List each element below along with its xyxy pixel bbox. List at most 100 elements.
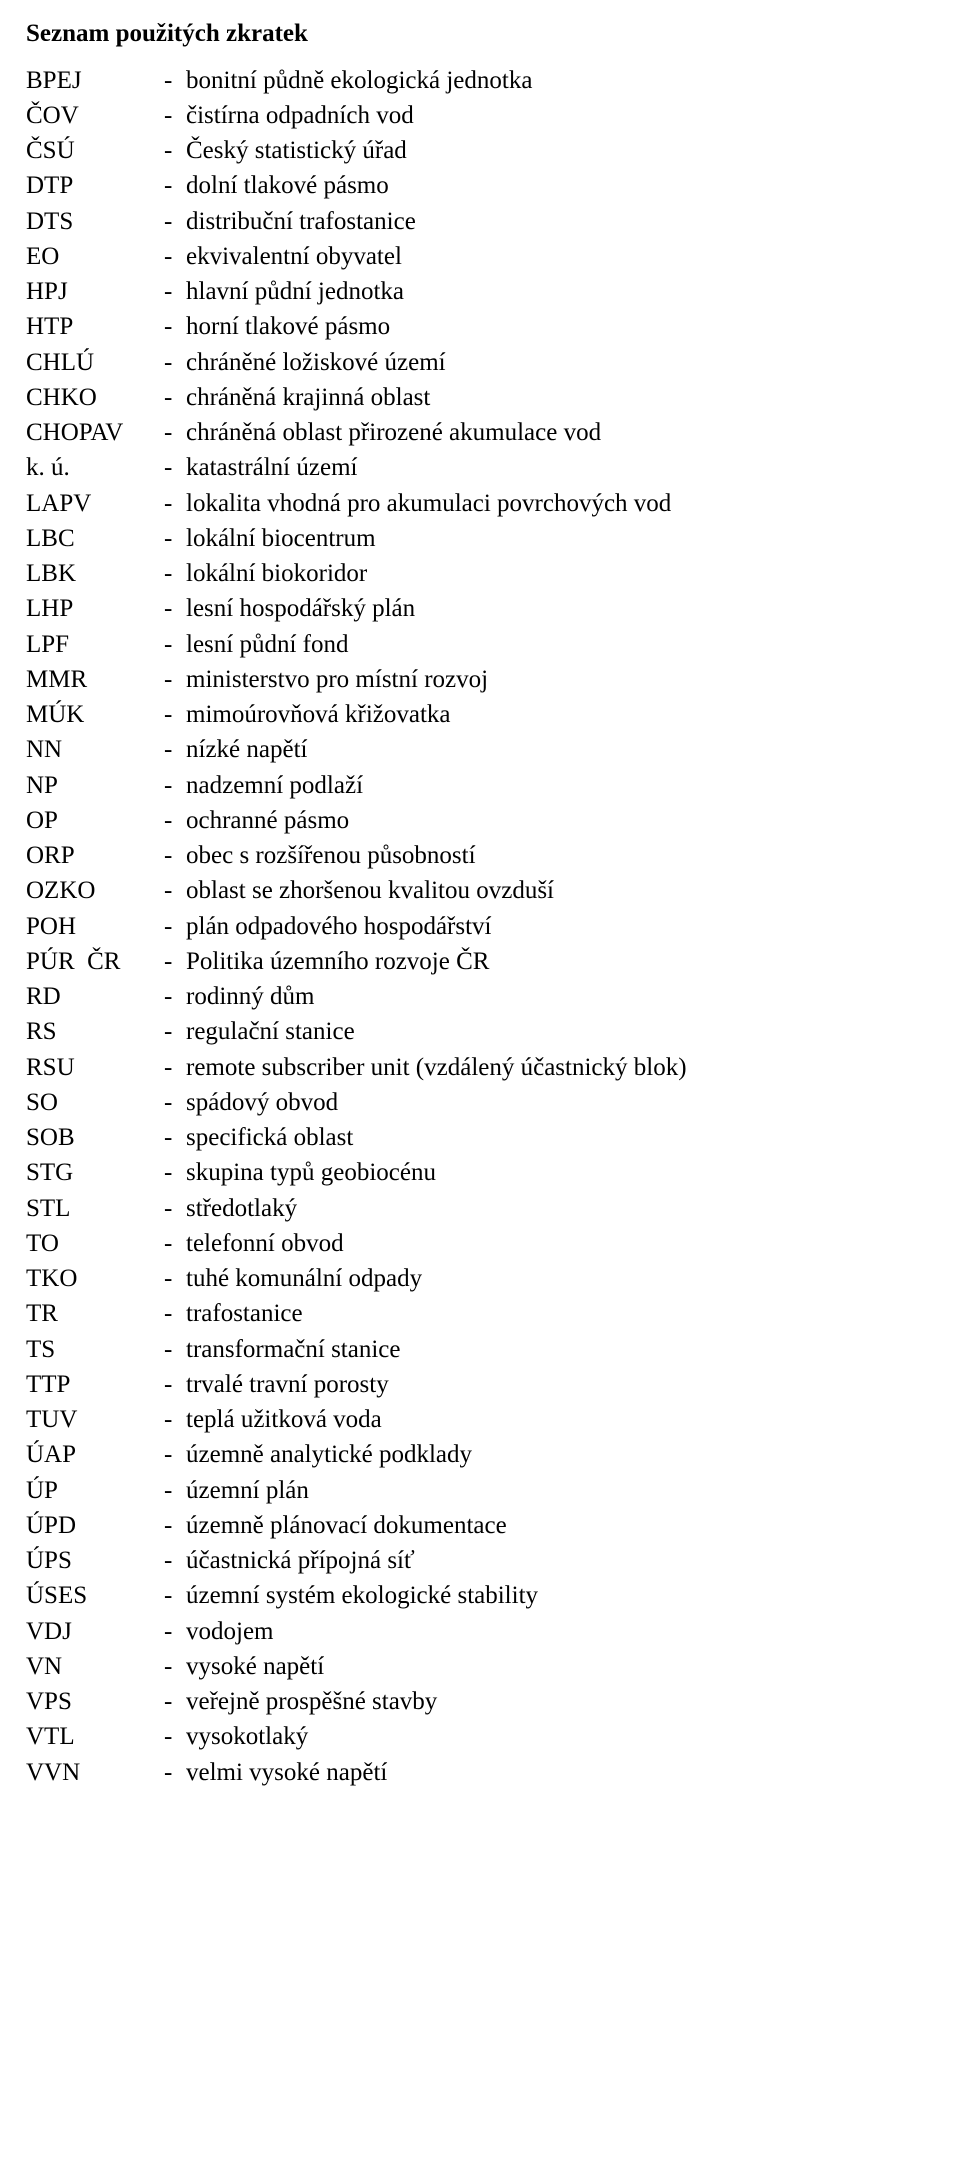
abbr-row: ČSÚ-Český statistický úřad [26,133,934,168]
abbr-code: ÚAP [26,1437,164,1472]
abbr-code: ÚSES [26,1578,164,1613]
abbr-row: VDJ-vodojem [26,1614,934,1649]
abbr-code: LAPV [26,486,164,521]
abbr-description: velmi vysoké napětí [186,1755,934,1790]
abbr-code: RD [26,979,164,1014]
dash-separator: - [164,838,186,873]
abbr-description: čistírna odpadních vod [186,98,934,133]
abbr-description: mimoúrovňová křižovatka [186,697,934,732]
abbr-description: lokální biokoridor [186,556,934,591]
dash-separator: - [164,591,186,626]
abbr-description: územně analytické podklady [186,1437,934,1472]
abbr-row: RS-regulační stanice [26,1014,934,1049]
abbr-row: ÚAP-územně analytické podklady [26,1437,934,1472]
dash-separator: - [164,873,186,908]
abbr-code: VVN [26,1755,164,1790]
abbr-description: účastnická přípojná síť [186,1543,934,1578]
abbr-code: HPJ [26,274,164,309]
abbr-row: LBK-lokální biokoridor [26,556,934,591]
abbr-description: telefonní obvod [186,1226,934,1261]
abbr-description: dolní tlakové pásmo [186,168,934,203]
abbr-row: TS-transformační stanice [26,1332,934,1367]
abbr-description: trafostanice [186,1296,934,1331]
abbr-row: STG-skupina typů geobiocénu [26,1155,934,1190]
abbr-code: VN [26,1649,164,1684]
abbr-code: TUV [26,1402,164,1437]
abbr-code: CHOPAV [26,415,164,450]
abbr-code: TKO [26,1261,164,1296]
abbr-code: DTP [26,168,164,203]
dash-separator: - [164,1332,186,1367]
dash-separator: - [164,979,186,1014]
abbr-code: OP [26,803,164,838]
abbr-code: ČSÚ [26,133,164,168]
dash-separator: - [164,239,186,274]
abbr-code: DTS [26,204,164,239]
abbr-description: lesní hospodářský plán [186,591,934,626]
abbr-row: k. ú.-katastrální území [26,450,934,485]
abbr-row: LHP-lesní hospodářský plán [26,591,934,626]
dash-separator: - [164,204,186,239]
abbr-row: ČOV-čistírna odpadních vod [26,98,934,133]
dash-separator: - [164,1473,186,1508]
dash-separator: - [164,768,186,803]
dash-separator: - [164,521,186,556]
abbr-code: k. ú. [26,450,164,485]
abbr-description: ministerstvo pro místní rozvoj [186,662,934,697]
abbr-row: NN-nízké napětí [26,732,934,767]
dash-separator: - [164,944,186,979]
abbr-description: Politika územního rozvoje ČR [186,944,934,979]
abbr-code: VDJ [26,1614,164,1649]
dash-separator: - [164,1120,186,1155]
abbr-description: transformační stanice [186,1332,934,1367]
dash-separator: - [164,450,186,485]
abbr-code: SO [26,1085,164,1120]
abbr-code: ORP [26,838,164,873]
abbr-code: LPF [26,627,164,662]
abbr-code: MÚK [26,697,164,732]
abbr-code: LBK [26,556,164,591]
abbr-description: středotlaký [186,1191,934,1226]
abbr-row: CHKO-chráněná krajinná oblast [26,380,934,415]
dash-separator: - [164,1367,186,1402]
abbr-description: plán odpadového hospodářství [186,909,934,944]
abbr-code: TS [26,1332,164,1367]
abbr-code: TR [26,1296,164,1331]
dash-separator: - [164,909,186,944]
dash-separator: - [164,1226,186,1261]
abbr-row: HPJ-hlavní půdní jednotka [26,274,934,309]
abbr-code: EO [26,239,164,274]
abbr-code: HTP [26,309,164,344]
abbr-row: RD-rodinný dům [26,979,934,1014]
abbr-description: vysokotlaký [186,1719,934,1754]
abbr-code: NP [26,768,164,803]
dash-separator: - [164,309,186,344]
abbr-code: TO [26,1226,164,1261]
abbr-row: STL-středotlaký [26,1191,934,1226]
abbr-row: MMR-ministerstvo pro místní rozvoj [26,662,934,697]
abbr-code: RSU [26,1050,164,1085]
dash-separator: - [164,803,186,838]
abbr-description: lokalita vhodná pro akumulaci povrchovýc… [186,486,934,521]
abbr-description: chráněná oblast přirozené akumulace vod [186,415,934,450]
abbr-description: trvalé travní porosty [186,1367,934,1402]
abbr-code: STL [26,1191,164,1226]
abbr-row: TUV-teplá užitková voda [26,1402,934,1437]
abbr-description: bonitní půdně ekologická jednotka [186,63,934,98]
dash-separator: - [164,380,186,415]
abbr-code: NN [26,732,164,767]
dash-separator: - [164,1755,186,1790]
dash-separator: - [164,133,186,168]
dash-separator: - [164,1578,186,1613]
abbr-code: CHLÚ [26,345,164,380]
abbr-description: územní systém ekologické stability [186,1578,934,1613]
abbr-description: horní tlakové pásmo [186,309,934,344]
abbr-code: STG [26,1155,164,1190]
dash-separator: - [164,556,186,591]
abbr-row: DTP-dolní tlakové pásmo [26,168,934,203]
abbr-description: chráněná krajinná oblast [186,380,934,415]
abbr-row: ORP-obec s rozšířenou působností [26,838,934,873]
abbr-description: ekvivalentní obyvatel [186,239,934,274]
dash-separator: - [164,274,186,309]
abbr-description: územní plán [186,1473,934,1508]
